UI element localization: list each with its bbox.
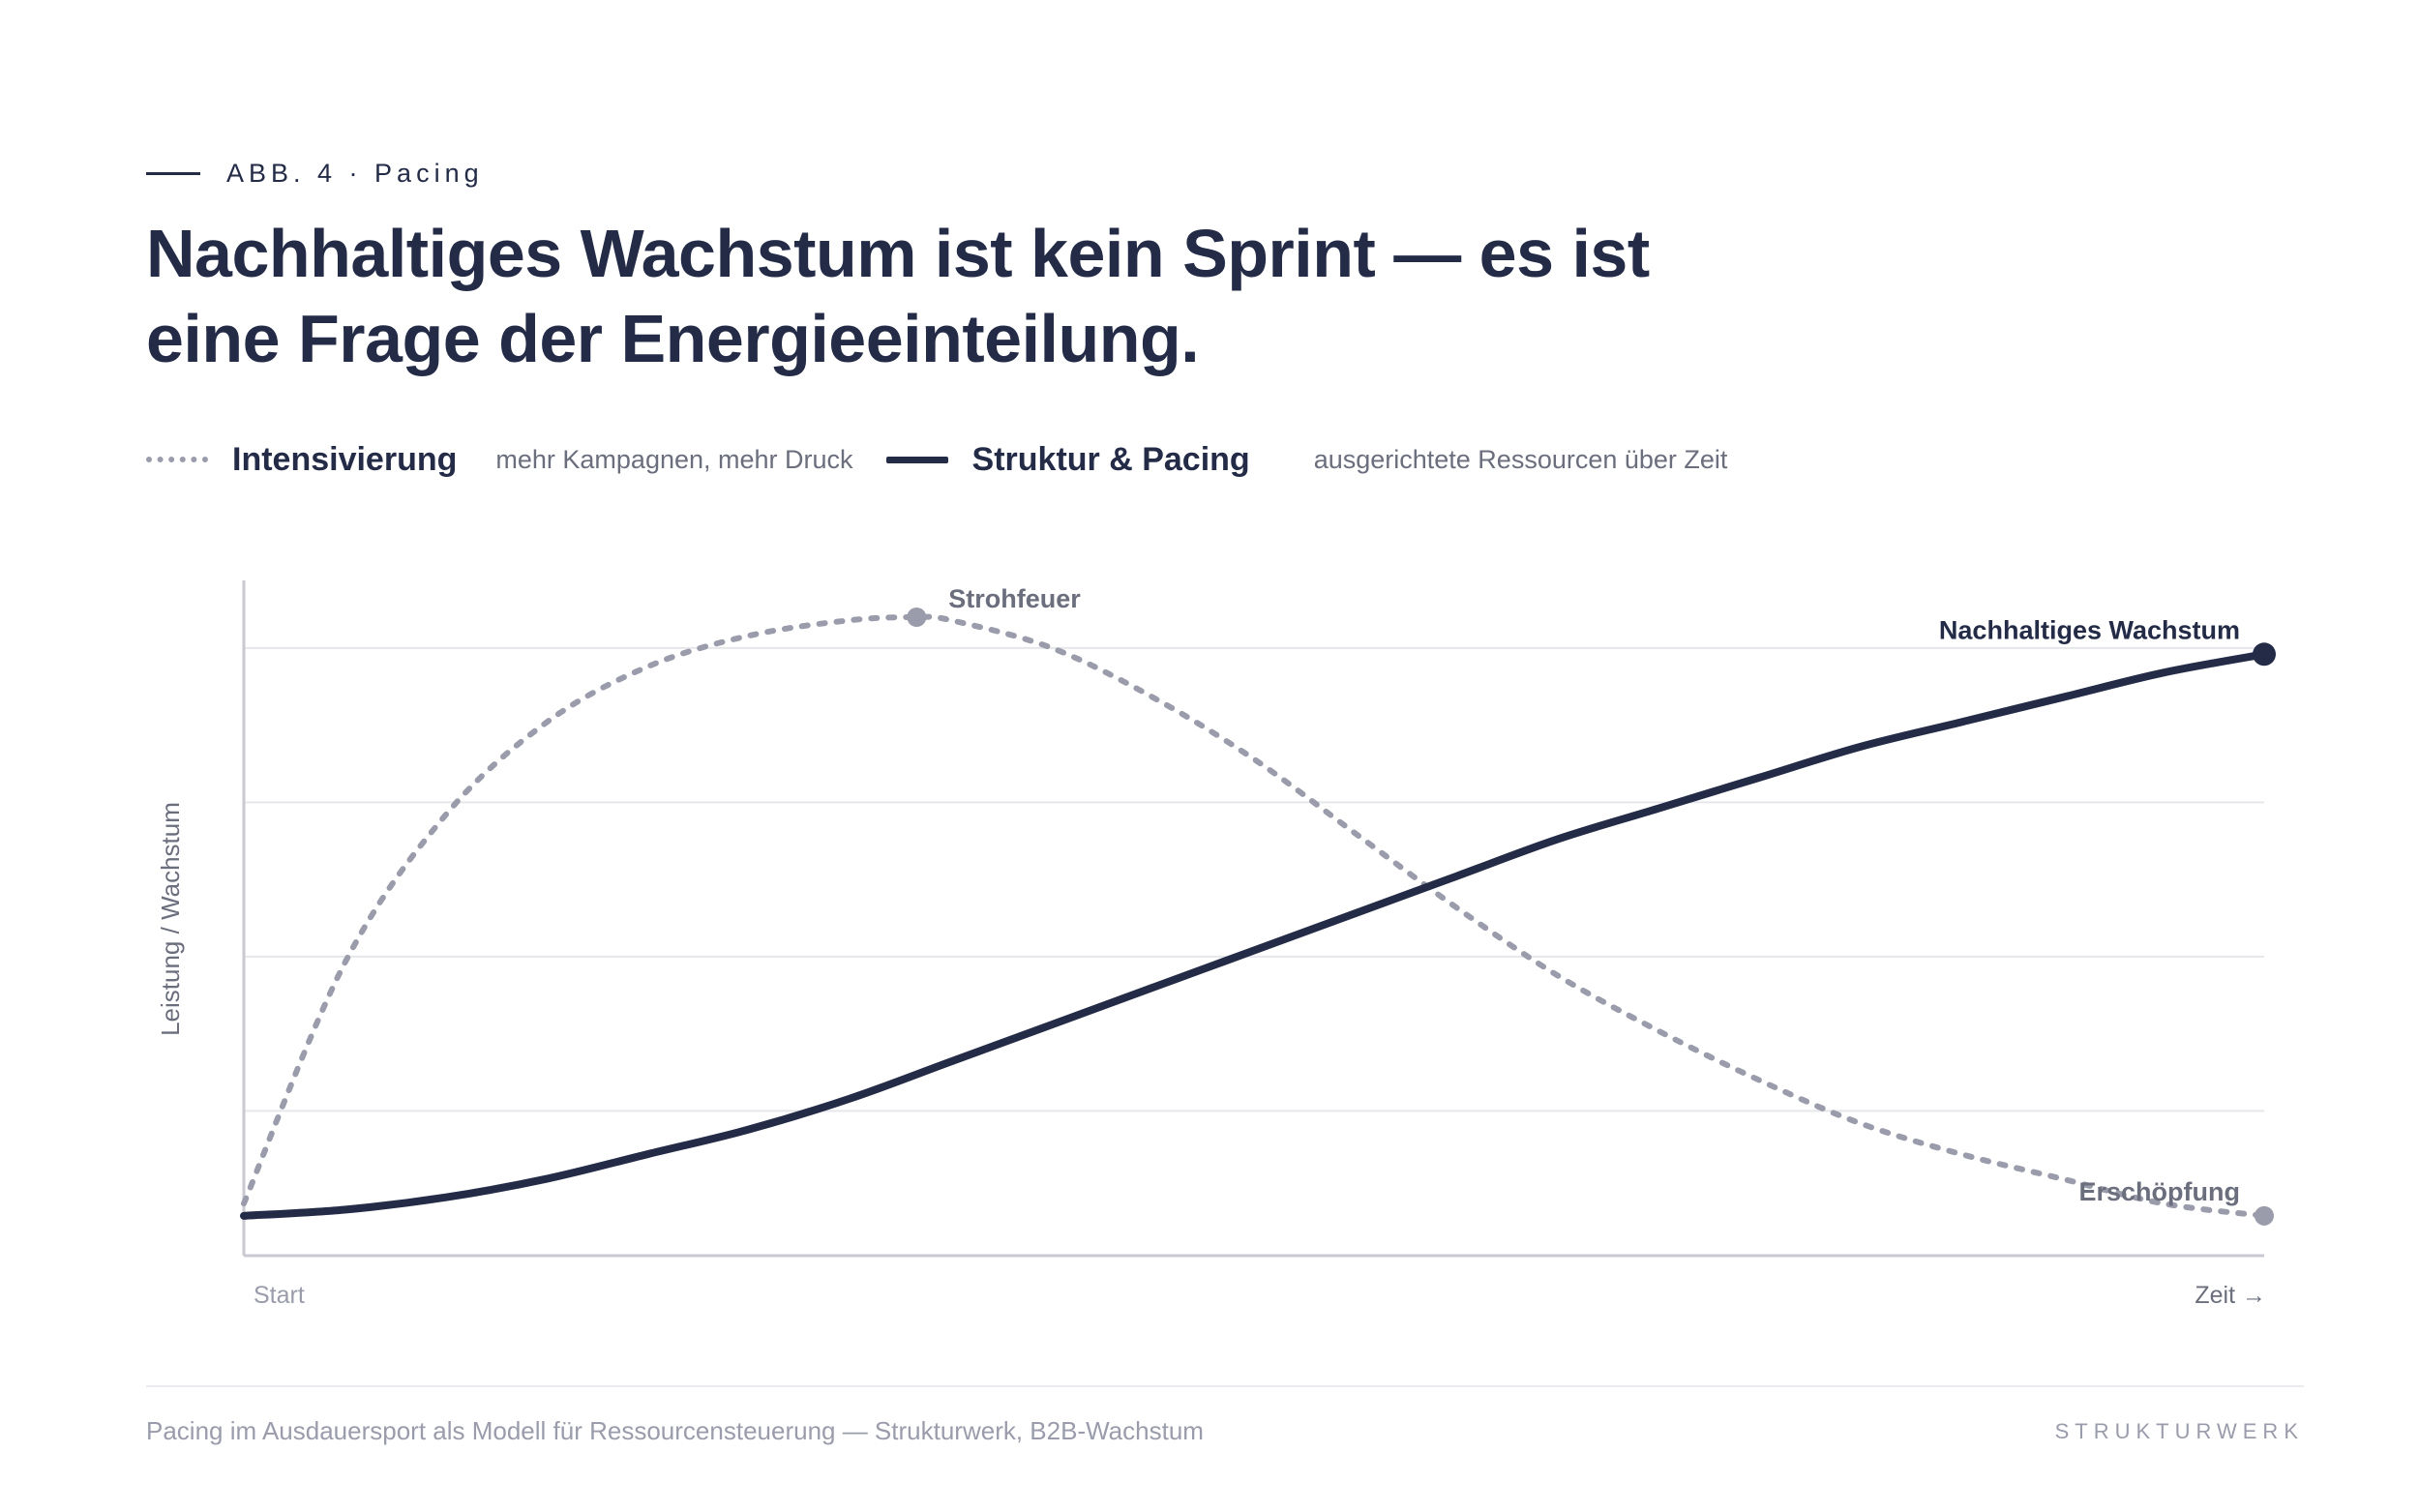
figure-label: ABB. 4 · Pacing: [226, 159, 484, 188]
page-title: Nachhaltiges Wachstum ist kein Sprint — …: [146, 216, 1650, 376]
legend-name-intensivierung: Intensivierung: [232, 440, 458, 478]
figure-eyebrow: ABB. 4 · Pacing: [146, 159, 484, 189]
annotation-label: Erschöpfung: [2079, 1177, 2241, 1206]
series-line-pacing: [240, 650, 2268, 1220]
series-line-intensivierung: [241, 613, 2267, 1219]
y-axis-label: Leistung / Wachstum: [156, 802, 185, 1036]
annotation-marker: [2253, 642, 2276, 667]
annotation-label: Nachhaltiges Wachstum: [1939, 615, 2240, 644]
legend-desc-intensivierung: mehr Kampagnen, mehr Druck: [495, 444, 853, 474]
annotation-marker: [2255, 1205, 2274, 1226]
x-tick-end: Zeit →: [2195, 1282, 2266, 1309]
annotation-marker: [907, 608, 927, 627]
x-tick-start: Start: [254, 1282, 305, 1309]
legend-name-pacing: Struktur & Pacing: [971, 440, 1250, 478]
legend-desc-pacing: ausgerichtete Ressourcen über Zeit: [1313, 444, 1728, 474]
annotation-label: Strohfeuer: [948, 584, 1081, 613]
footer-divider: [146, 1385, 2304, 1387]
chart-legend: Intensivierung mehr Kampagnen, mehr Druc…: [146, 435, 1727, 484]
eyebrow-rule: [146, 172, 200, 175]
legend-swatch-intensivierung: [146, 457, 208, 462]
footer-note: Pacing im Ausdauersport als Modell für R…: [146, 1416, 1204, 1445]
legend-swatch-pacing: [885, 456, 948, 463]
chart-grid: [244, 646, 2264, 1112]
annotation-points: Strohfeuer Erschöpfung Nachhaltiges Wachst…: [907, 584, 2276, 1226]
brand-wordmark: STRUKTURWERK: [2054, 1419, 2304, 1443]
